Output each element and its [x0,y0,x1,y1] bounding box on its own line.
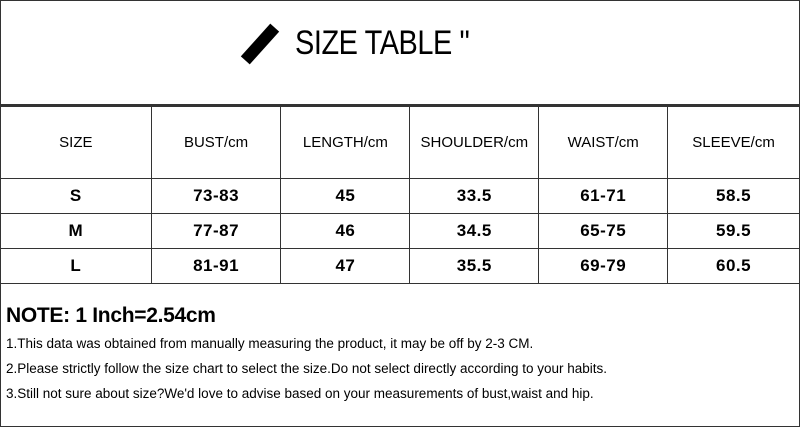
cell: L [0,248,152,284]
cell: 47 [280,248,411,284]
cell: 61-71 [538,178,669,214]
note-item: 1.This data was obtained from manually m… [6,336,534,351]
cell: 46 [280,213,411,249]
title-area: SIZE TABLE " [0,0,800,106]
cell: 34.5 [409,213,540,249]
cell: 60.5 [667,248,800,284]
slash-icon [240,23,280,65]
note-item: 3.Still not sure about size?We'd love to… [6,386,594,401]
cell: M [0,213,152,249]
cell: S [0,178,152,214]
cell: 81-91 [150,248,282,284]
size-table: SIZE BUST/cm LENGTH/cm SHOULDER/cm WAIST… [0,106,800,284]
cell: 69-79 [538,248,669,284]
cell: 59.5 [667,213,800,249]
header-length: LENGTH/cm [280,106,411,179]
cell: 33.5 [409,178,540,214]
header-waist: WAIST/cm [538,106,669,179]
cell: 58.5 [667,178,800,214]
cell: 77-87 [150,213,282,249]
cell: 65-75 [538,213,669,249]
note-item: 2.Please strictly follow the size chart … [6,361,608,376]
table-row: S 73-83 45 33.5 61-71 58.5 [0,178,800,214]
cell: 35.5 [409,248,540,284]
note-title: NOTE: 1 Inch=2.54cm [6,304,216,327]
header-size: SIZE [0,106,152,179]
table-header-row: SIZE BUST/cm LENGTH/cm SHOULDER/cm WAIST… [0,106,800,179]
table-row: L 81-91 47 35.5 69-79 60.5 [0,248,800,284]
cell: 45 [280,178,411,214]
table-row: M 77-87 46 34.5 65-75 59.5 [0,213,800,249]
page-title: SIZE TABLE " [295,24,470,62]
header-shoulder: SHOULDER/cm [409,106,540,179]
cell: 73-83 [150,178,282,214]
header-sleeve: SLEEVE/cm [667,106,800,179]
header-bust: BUST/cm [150,106,282,179]
notes-section: NOTE: 1 Inch=2.54cm 1.This data was obta… [6,304,607,409]
